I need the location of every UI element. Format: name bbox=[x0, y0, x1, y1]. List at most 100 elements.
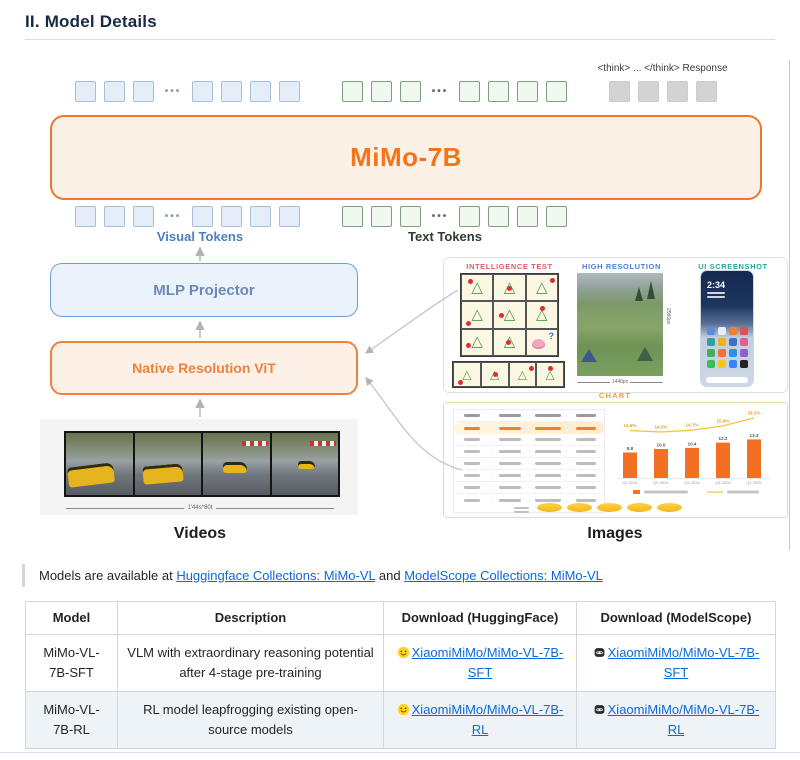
visual-token bbox=[133, 81, 154, 102]
ellipsis-dots: ••• bbox=[431, 86, 449, 97]
modelscope-collections-link[interactable]: ModelScope Collections: MiMo-VL bbox=[404, 568, 603, 583]
app-icon bbox=[707, 327, 715, 335]
text-token bbox=[342, 81, 363, 102]
triangle-glyph: △ bbox=[503, 305, 516, 323]
text-token bbox=[400, 206, 421, 227]
huggingface-collections-link[interactable]: Huggingface Collections: MiMo-VL bbox=[176, 568, 376, 583]
high-resolution-photo bbox=[577, 273, 663, 376]
app-icon bbox=[718, 360, 726, 368]
visual-token bbox=[192, 206, 213, 227]
intelligence-test-title: INTELLIGENCE TEST bbox=[466, 262, 553, 271]
mini-bar-chart: 8.8 Q1 2024 14.6% 10.0 Q2 2024 14.2% 10.4 Q3 20… bbox=[617, 410, 771, 494]
app-icon bbox=[707, 360, 715, 368]
huggingface-icon bbox=[397, 645, 410, 659]
text-token bbox=[517, 206, 538, 227]
text-token bbox=[400, 81, 421, 102]
visual-token bbox=[75, 206, 96, 227]
triangle-glyph: △ bbox=[536, 278, 548, 296]
video-dimension-annotation: 1'44s*80t bbox=[66, 505, 334, 511]
red-dot bbox=[466, 342, 471, 348]
phone-date-lines bbox=[707, 292, 725, 294]
triangle-glyph: △ bbox=[471, 278, 483, 296]
app-icon bbox=[740, 327, 748, 335]
architecture-diagram: <think> ... </think> Response ••• ••• MiM… bbox=[0, 58, 800, 558]
visual-token bbox=[221, 206, 242, 227]
puzzle-cell: △ bbox=[493, 328, 526, 356]
ms-rl-link[interactable]: XiaomiMiMo/MiMo-VL-7B-RL bbox=[607, 702, 760, 738]
chart-badge-row bbox=[514, 503, 682, 512]
chart-panel: 8.8 Q1 2024 14.6% 10.0 Q2 2024 14.2% 10.4 Q3 20… bbox=[443, 402, 788, 518]
award-badge bbox=[657, 503, 682, 512]
high-resolution-title: HIGH RESOLUTION bbox=[581, 262, 661, 271]
tent-shape bbox=[581, 349, 597, 362]
app-icon bbox=[707, 349, 715, 357]
chart-title: CHART bbox=[598, 391, 632, 400]
phone-clock: 2:34 bbox=[707, 280, 726, 290]
puzzle-cell: △ bbox=[461, 328, 494, 356]
red-dot bbox=[466, 321, 471, 327]
chart-table-row bbox=[454, 482, 604, 494]
col-header-download-ms: Download (ModelScope) bbox=[576, 600, 776, 636]
mimo-7b-box: MiMo-7B bbox=[50, 115, 762, 200]
race-car bbox=[141, 463, 184, 485]
svg-text:14.7%: 14.7% bbox=[685, 423, 698, 428]
award-badge bbox=[537, 503, 562, 512]
table-row: MiMo-VL-7B-RL RL model leapfrogging exis… bbox=[25, 691, 776, 750]
models-table: Model Description Download (HuggingFace)… bbox=[25, 600, 776, 750]
visual-token bbox=[221, 81, 242, 102]
svg-text:10.4: 10.4 bbox=[688, 441, 697, 446]
video-frame bbox=[134, 433, 201, 495]
output-token-row: ••• ••• bbox=[75, 81, 717, 102]
tree-shape bbox=[647, 281, 655, 299]
puzzle-cell: ? bbox=[525, 328, 558, 356]
ms-sft-link[interactable]: XiaomiMiMo/MiMo-VL-7B-SFT bbox=[607, 645, 760, 681]
response-token bbox=[667, 81, 688, 102]
red-dot bbox=[548, 366, 554, 371]
bottom-divider bbox=[0, 752, 800, 754]
table-row: MiMo-VL-7B-SFT VLM with extraordinary re… bbox=[25, 634, 776, 693]
puzzle-cell: △ bbox=[536, 362, 564, 387]
text-token bbox=[546, 81, 567, 102]
svg-text:18.1%: 18.1% bbox=[747, 410, 760, 415]
response-token bbox=[609, 81, 630, 102]
puzzle-cell: △ bbox=[508, 362, 537, 387]
mlp-projector-label: MLP Projector bbox=[153, 281, 255, 299]
award-badge bbox=[627, 503, 652, 512]
chart-table-row bbox=[454, 470, 604, 482]
models-note: Models are available at Huggingface Coll… bbox=[22, 564, 800, 587]
videos-caption: Videos bbox=[173, 525, 227, 542]
visual-token bbox=[279, 81, 300, 102]
app-icon bbox=[740, 349, 748, 357]
app-icon bbox=[729, 327, 737, 335]
ellipsis-dots: ••• bbox=[164, 86, 182, 97]
red-dot bbox=[528, 366, 534, 371]
triangle-glyph: △ bbox=[536, 305, 548, 323]
puzzle-cell: △ bbox=[525, 301, 558, 329]
figure-right-border bbox=[789, 60, 790, 550]
chart-table-row bbox=[454, 422, 604, 434]
app-icon bbox=[718, 327, 726, 335]
ui-screenshot-title: UI SCREENSHOT bbox=[698, 262, 768, 271]
question-mark: ? bbox=[548, 330, 554, 341]
svg-text:14.2%: 14.2% bbox=[654, 425, 667, 430]
hf-rl-link[interactable]: XiaomiMiMo/MiMo-VL-7B-RL bbox=[411, 702, 564, 738]
text-token bbox=[517, 81, 538, 102]
text-token bbox=[488, 81, 509, 102]
svg-text:Q4 2024: Q4 2024 bbox=[715, 480, 731, 485]
download-ms-cell: XiaomiMiMo/MiMo-VL-7B-RL bbox=[576, 691, 776, 750]
svg-text:Q2 2024: Q2 2024 bbox=[653, 480, 669, 485]
video-frame bbox=[203, 433, 270, 495]
visual-token bbox=[279, 206, 300, 227]
hf-sft-link[interactable]: XiaomiMiMo/MiMo-VL-7B-SFT bbox=[411, 645, 564, 681]
svg-text:10.0: 10.0 bbox=[657, 443, 666, 448]
model-description-cell: VLM with extraordinary reasoning potenti… bbox=[117, 634, 384, 693]
svg-text:14.6%: 14.6% bbox=[623, 423, 636, 428]
model-name-cell: MiMo-VL-7B-SFT bbox=[25, 634, 118, 693]
svg-text:13.3: 13.3 bbox=[750, 433, 759, 438]
race-car bbox=[297, 461, 315, 469]
triangle-glyph: △ bbox=[517, 367, 527, 382]
download-hf-cell: XiaomiMiMo/MiMo-VL-7B-RL bbox=[383, 691, 577, 750]
table-header-row: Model Description Download (HuggingFace)… bbox=[25, 600, 776, 636]
svg-text:Q1 2024: Q1 2024 bbox=[622, 480, 638, 485]
text-token bbox=[342, 206, 363, 227]
